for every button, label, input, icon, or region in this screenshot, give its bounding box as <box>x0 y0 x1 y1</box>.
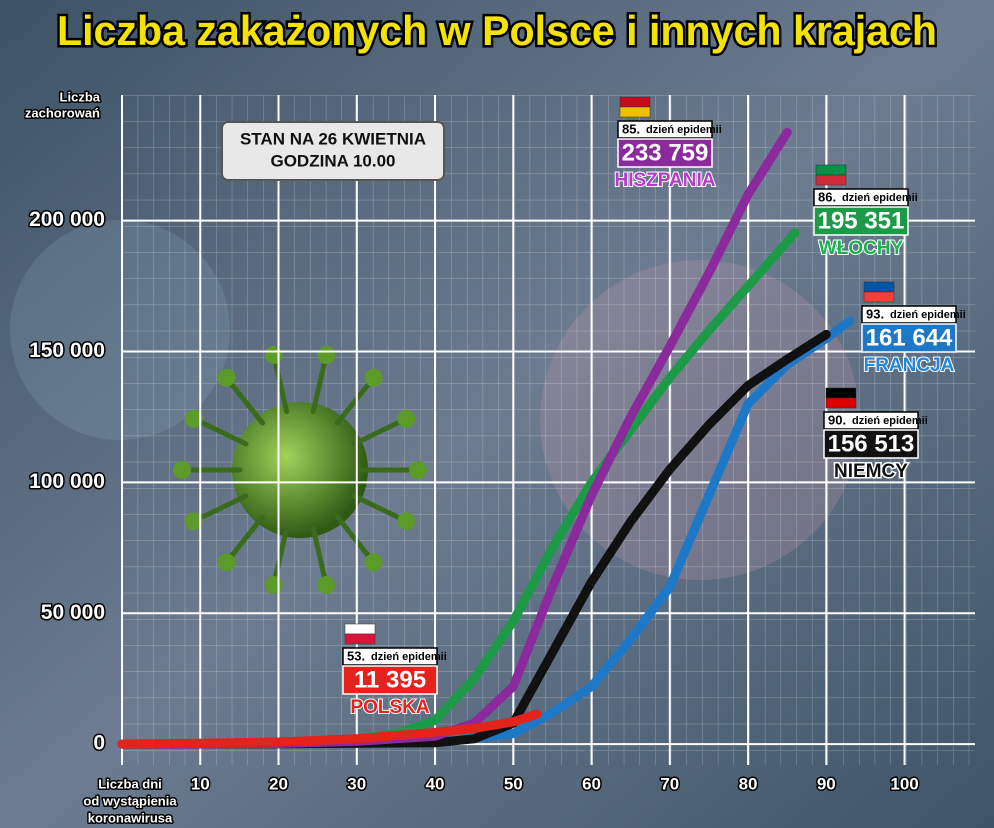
value-label: 156 513 <box>828 430 915 457</box>
x-tick-label: 100 <box>890 774 918 793</box>
virus-spike <box>191 416 249 447</box>
day-number: 53. <box>347 648 365 663</box>
status-text: GODZINA 10.00 <box>270 151 395 170</box>
x-tick-label: 50 <box>504 774 523 793</box>
day-number: 90. <box>828 412 846 427</box>
day-box <box>813 188 909 207</box>
flag <box>815 164 847 176</box>
x-tick-label: 30 <box>347 774 366 793</box>
value-box <box>861 323 957 353</box>
series-name: FRANCJA <box>864 355 955 376</box>
x-tick-label: 70 <box>660 774 679 793</box>
value-box <box>823 429 919 459</box>
day-box <box>861 305 957 324</box>
x-tick-label: 10 <box>191 774 210 793</box>
x-axis-label: od wystąpienia <box>83 793 177 808</box>
x-tick-label: 80 <box>739 774 758 793</box>
series-name: NIEMCY <box>834 461 908 482</box>
x-axis-label: Liczba dni <box>98 776 162 791</box>
virus-tip <box>364 553 383 572</box>
virus-spike <box>334 514 377 565</box>
virus-tip <box>397 512 416 531</box>
virus-spike <box>351 493 409 524</box>
virus-tip <box>364 368 383 387</box>
y-tick-label: 100 000 <box>29 470 105 493</box>
virus-spike <box>351 416 409 447</box>
virus-tip <box>397 409 416 428</box>
virus-icon <box>173 345 427 595</box>
day-suffix: dzień epidemii <box>646 124 722 136</box>
value-box <box>813 206 909 236</box>
day-suffix: dzień epidemii <box>371 651 447 663</box>
day-suffix: dzień epidemii <box>842 192 918 204</box>
flag <box>619 106 651 118</box>
value-label: 161 644 <box>866 324 953 351</box>
day-suffix: dzień epidemii <box>852 415 928 427</box>
value-box <box>617 138 713 168</box>
y-tick-label: 0 <box>93 732 105 755</box>
virus-spike <box>223 514 266 565</box>
virus-tip <box>184 512 203 531</box>
flag <box>344 623 376 635</box>
y-axis-label: zachorowań <box>25 105 100 120</box>
flag <box>825 387 857 399</box>
virus-tip <box>217 368 236 387</box>
virus-spike <box>271 525 290 588</box>
day-box <box>342 647 438 666</box>
flag <box>619 96 651 108</box>
series-name: WŁOCHY <box>819 238 904 259</box>
status-text: STAN NA 26 KWIETNIA <box>240 129 426 148</box>
virus-spike <box>191 493 249 524</box>
virus-spike <box>223 375 266 426</box>
x-tick-label: 60 <box>582 774 601 793</box>
flag <box>344 633 376 645</box>
virus-tip <box>184 409 203 428</box>
x-tick-label: 20 <box>269 774 288 793</box>
day-suffix: dzień epidemii <box>890 309 966 321</box>
virus-tip <box>409 461 427 479</box>
flag <box>863 291 895 303</box>
series-name: HISZPANIA <box>615 170 716 191</box>
virus-spike <box>310 352 329 415</box>
day-box <box>823 411 919 430</box>
y-tick-label: 50 000 <box>41 601 105 624</box>
flag <box>825 397 857 409</box>
status-box <box>221 121 445 181</box>
virus-tip <box>317 345 336 364</box>
flag <box>815 174 847 186</box>
flag <box>863 281 895 293</box>
series-line <box>117 709 542 749</box>
day-box <box>617 120 713 139</box>
virus-spike <box>310 525 329 588</box>
virus-spike <box>271 352 290 415</box>
x-tick-label: 90 <box>817 774 836 793</box>
virus-tip <box>264 345 283 364</box>
x-axis-label: koronawirusa <box>88 810 173 825</box>
y-axis-label: Liczba <box>60 89 101 104</box>
value-label: 11 395 <box>354 666 426 693</box>
series-name: POLSKA <box>350 697 429 718</box>
virus-tip <box>264 576 283 595</box>
value-box <box>342 665 438 695</box>
y-tick-label: 200 000 <box>29 208 105 231</box>
chart-title: Liczba zakażonych w Polsce i innych kraj… <box>57 7 937 54</box>
day-number: 86. <box>818 189 836 204</box>
day-number: 85. <box>622 121 640 136</box>
virus-tip <box>317 576 336 595</box>
x-tick-label: 40 <box>426 774 445 793</box>
y-tick-label: 150 000 <box>29 339 105 362</box>
virus-spike <box>334 375 377 426</box>
value-label: 233 759 <box>622 139 709 166</box>
value-label: 195 351 <box>818 207 905 234</box>
day-number: 93. <box>866 306 884 321</box>
virus-tip <box>173 461 191 479</box>
virus-tip <box>217 553 236 572</box>
